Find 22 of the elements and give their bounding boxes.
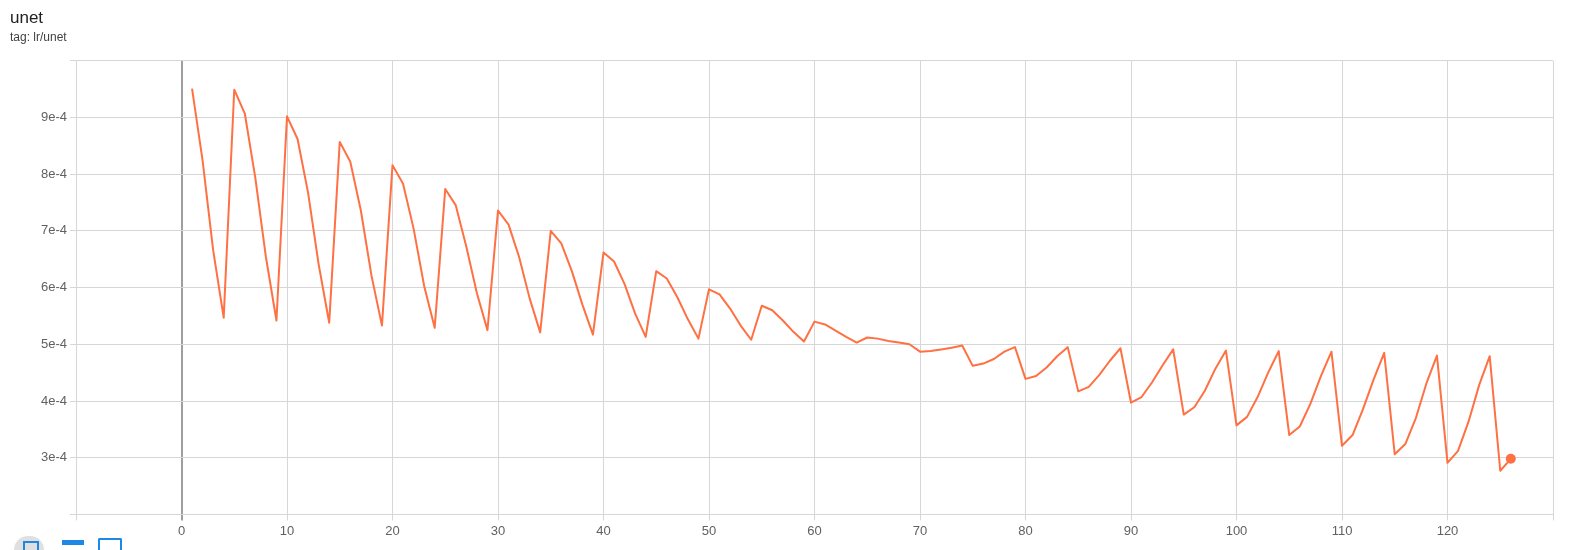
y-tick-label: 4e-4 — [40, 392, 67, 408]
x-tick-label: 40 — [596, 522, 611, 538]
x-tick-label: 100 — [1225, 522, 1248, 538]
y-tick-label: 3e-4 — [40, 449, 67, 465]
y-tick-label: 6e-4 — [40, 279, 67, 295]
y-tick-label: 5e-4 — [40, 335, 67, 351]
x-tick-label: 90 — [1123, 522, 1139, 538]
x-tick-label: 70 — [912, 522, 928, 538]
x-tick-label: 50 — [701, 522, 717, 538]
x-tick-label: 110 — [1331, 522, 1353, 538]
chart-title: unet — [10, 7, 44, 27]
y-tick-label: 9e-4 — [40, 109, 67, 125]
chart-subtitle: tag: lr/unet — [10, 29, 68, 44]
x-tick-label: 10 — [279, 522, 295, 538]
x-tick-label: 60 — [807, 522, 822, 538]
x-tick-label: 80 — [1018, 522, 1033, 538]
y-tick-label: 7e-4 — [40, 222, 67, 238]
y-tick-label: 8e-4 — [40, 165, 67, 181]
x-tick-label: 120 — [1436, 522, 1459, 538]
x-tick-label: 0 — [177, 522, 186, 538]
x-tick-label: 30 — [490, 522, 506, 538]
x-tick-label: 20 — [385, 522, 400, 538]
